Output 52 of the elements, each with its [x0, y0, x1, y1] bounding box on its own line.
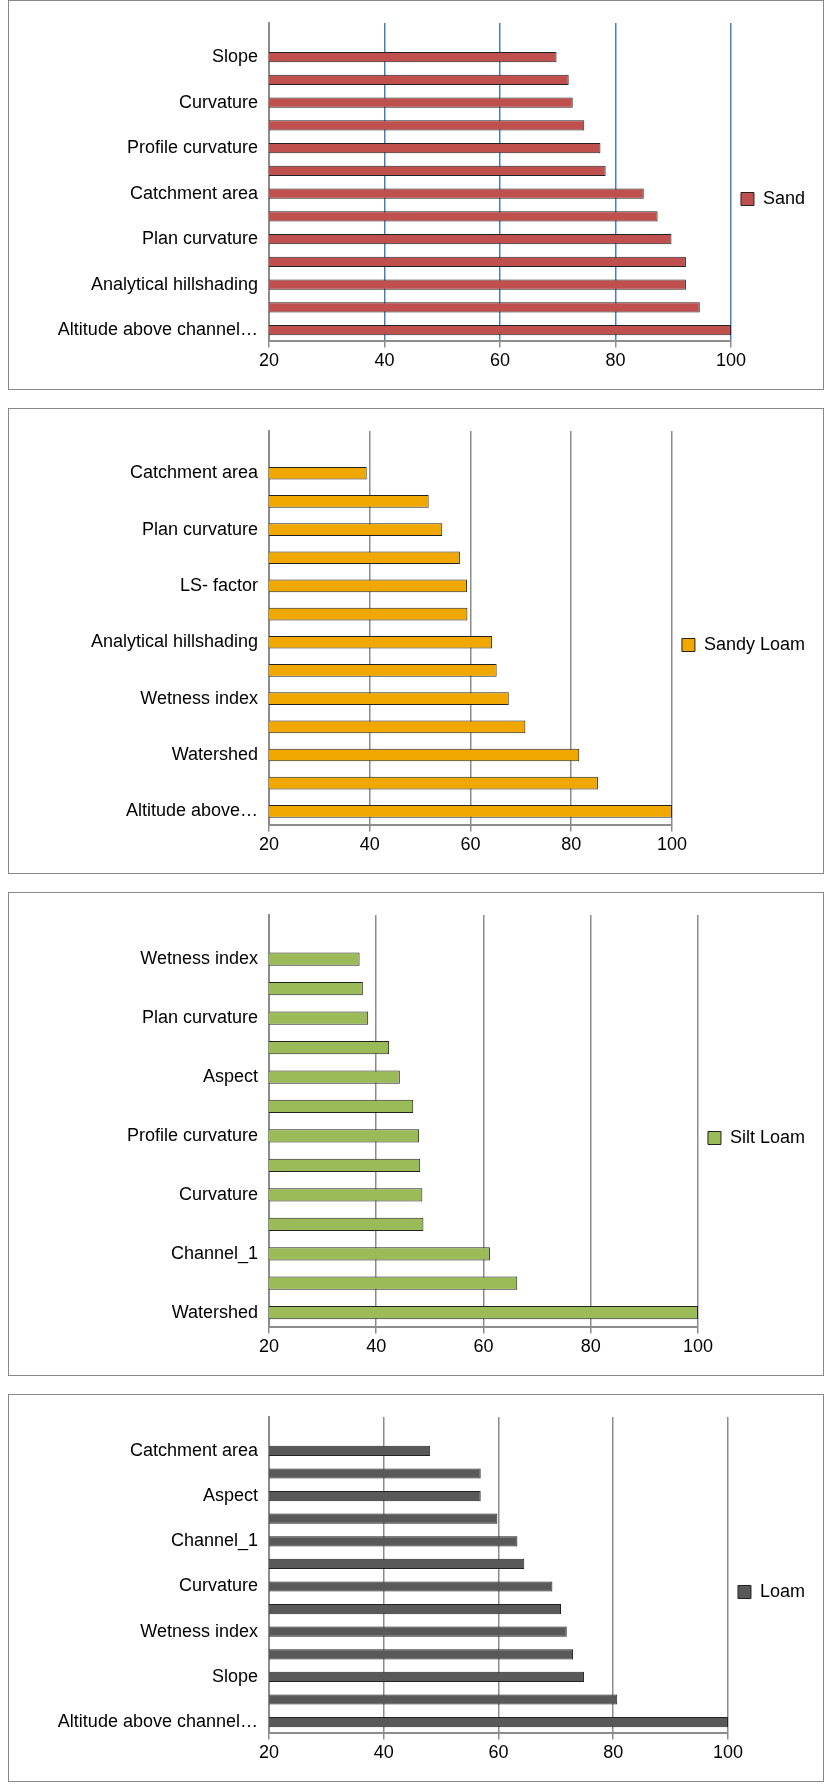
- y-tick-label: Analytical hillshading: [90, 631, 258, 652]
- legend-label: Silt Loam: [729, 1126, 806, 1147]
- y-tick-label: Wetness index: [140, 687, 258, 708]
- y-tick-label: Curvature: [178, 1575, 258, 1596]
- x-tick-label: 60: [473, 1336, 494, 1357]
- y-tick-label: Watershed: [171, 743, 258, 764]
- y-tick-label: Analytical hillshading: [90, 273, 258, 294]
- x-tick-label: 80: [605, 350, 626, 371]
- y-tick-label: Aspect: [202, 1065, 258, 1086]
- y-tick-label: Altitude above channel…: [57, 319, 258, 339]
- y-tick-label: Slope: [211, 1665, 258, 1686]
- x-tick-label: 40: [359, 834, 380, 855]
- y-tick-label: Aspect: [202, 1485, 258, 1506]
- x-tick-label: 80: [603, 1742, 624, 1763]
- x-tick-label: 100: [715, 350, 746, 371]
- y-tick-label: Altitude above channel…: [57, 1711, 258, 1732]
- y-tick-label: Wetness index: [140, 948, 258, 969]
- y-tick-label: Profile curvature: [126, 1124, 258, 1145]
- x-tick-label: 40: [366, 1336, 387, 1357]
- y-tick-label: Watershed: [171, 1301, 258, 1322]
- y-tick-label: Catchment area: [129, 182, 259, 203]
- x-tick-label: 20: [258, 350, 280, 371]
- x-tick-label: 20: [258, 834, 280, 855]
- x-tick-label: 40: [374, 350, 395, 371]
- x-tick-label: 100: [682, 1336, 713, 1357]
- y-tick-label: Plan curvature: [141, 1007, 258, 1028]
- y-tick-label: Catchment area: [129, 462, 259, 483]
- x-tick-label: 60: [489, 350, 510, 371]
- y-tick-label: Profile curvature: [126, 137, 258, 158]
- y-tick-label: LS- factor: [179, 574, 258, 595]
- x-tick-label: 40: [373, 1742, 394, 1763]
- x-tick-label: 80: [561, 834, 582, 855]
- legend-label: Loam: [759, 1580, 805, 1601]
- y-tick-label: Plan curvature: [141, 228, 258, 249]
- y-tick-label: Wetness index: [140, 1620, 258, 1641]
- legend-label: Sandy Loam: [703, 633, 806, 654]
- x-tick-label: 100: [656, 834, 687, 855]
- x-tick-label: 80: [580, 1336, 601, 1357]
- y-tick-label: Slope: [211, 46, 258, 67]
- x-tick-label: 60: [460, 834, 481, 855]
- y-tick-label: Channel_1: [170, 1242, 258, 1264]
- y-tick-label: Catchment area: [129, 1439, 259, 1460]
- y-tick-label: Altitude above…: [125, 800, 258, 821]
- x-tick-label: 20: [258, 1742, 280, 1763]
- legend-label: Sand: [762, 187, 806, 208]
- y-tick-label: Curvature: [178, 91, 258, 112]
- y-tick-label: Plan curvature: [141, 518, 258, 539]
- x-tick-label: 60: [488, 1742, 509, 1763]
- y-tick-label: Curvature: [178, 1183, 258, 1204]
- y-tick-label: Channel_1: [170, 1530, 258, 1552]
- x-tick-label: 20: [258, 1336, 280, 1357]
- x-tick-label: 100: [712, 1742, 743, 1763]
